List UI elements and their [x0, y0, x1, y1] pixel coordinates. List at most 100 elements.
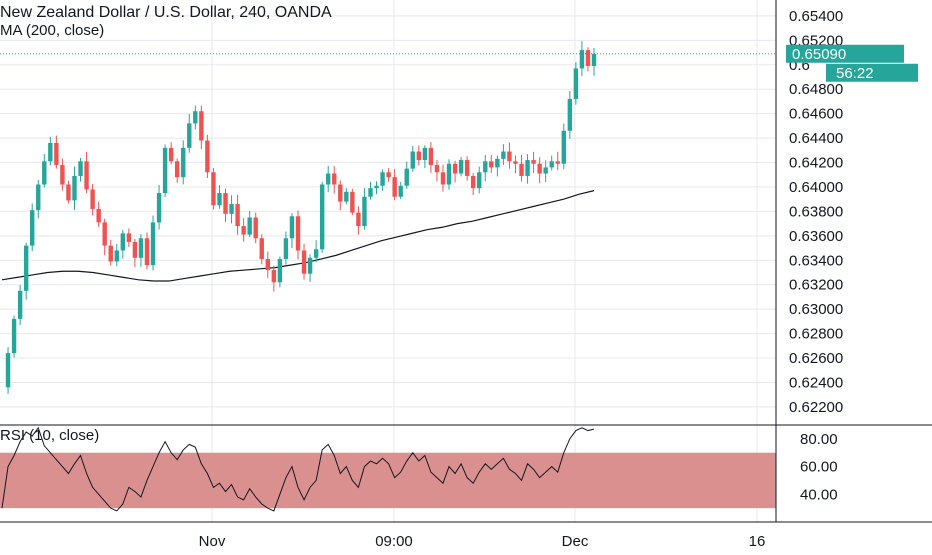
candle-body	[193, 111, 198, 124]
price-tick-label: 0.64200	[789, 155, 843, 172]
candle-body	[501, 151, 506, 159]
candle-body	[90, 189, 95, 209]
candle-body	[543, 167, 548, 174]
candle-body	[235, 204, 240, 227]
rsi-line-layer	[1, 426, 595, 512]
candle-body	[458, 160, 464, 174]
candle-body	[42, 161, 47, 185]
candle-body	[392, 177, 397, 197]
candle-body	[374, 185, 379, 189]
price-tick-label: 0.63800	[789, 203, 843, 220]
candle-body	[229, 204, 234, 214]
candle-body	[11, 318, 17, 354]
price-tick-label: 0.63200	[789, 277, 843, 294]
rsi-line	[1, 426, 595, 512]
candle-body	[338, 184, 343, 202]
candle-body	[567, 98, 573, 131]
time-tick-label: Dec	[562, 533, 589, 550]
grid-layer	[0, 0, 776, 522]
candle-body	[114, 250, 119, 262]
candle-body	[54, 142, 59, 165]
candle-body	[138, 238, 144, 258]
time-tick-label: 16	[749, 533, 766, 550]
candle-body	[489, 161, 494, 168]
candle-body	[72, 175, 77, 201]
candle-body	[434, 164, 440, 173]
candle-body	[108, 245, 113, 262]
candle-body	[440, 172, 446, 185]
candle-body	[495, 158, 500, 168]
price-tick-label: 0.64600	[789, 106, 843, 123]
candle-body	[356, 212, 361, 227]
candle-body	[126, 233, 132, 242]
candle-body	[66, 184, 71, 201]
candle-body	[217, 193, 222, 206]
candle-body	[537, 163, 542, 174]
candle-body	[591, 53, 597, 66]
candle-body	[573, 68, 579, 99]
candle-body	[5, 353, 11, 388]
countdown-badge	[826, 63, 918, 82]
candle-body	[247, 217, 252, 235]
candle-body	[174, 161, 180, 178]
price-tick-label: 0.62200	[789, 399, 843, 416]
candle-body	[253, 217, 258, 239]
candle-body	[525, 160, 530, 176]
candle-body	[386, 172, 391, 178]
candle-body	[477, 172, 482, 189]
candle-body	[452, 163, 458, 174]
countdown-label: 56:22	[836, 65, 874, 82]
candlestick-layer	[5, 41, 597, 394]
candle-body	[319, 184, 325, 250]
rsi-band	[0, 452, 776, 509]
candle-body	[368, 188, 373, 197]
candle-body	[519, 163, 524, 176]
candle-body	[120, 233, 126, 251]
candle-body	[211, 172, 216, 206]
candle-body	[344, 191, 349, 202]
candle-body	[150, 222, 156, 266]
price-tick-label: 0.62400	[789, 374, 843, 391]
candle-body	[23, 245, 29, 291]
candle-body	[199, 111, 204, 141]
candle-body	[416, 151, 422, 161]
candle-body	[513, 161, 518, 164]
candle-body	[162, 147, 168, 194]
candle-body	[271, 270, 277, 283]
candle-body	[223, 193, 228, 214]
candle-body	[326, 173, 331, 185]
candle-body	[30, 210, 35, 246]
candle-body	[301, 250, 307, 274]
badge-layer: 0.65090 56:22	[0, 44, 918, 82]
candle-body	[265, 259, 270, 271]
candle-body	[102, 222, 107, 246]
last-price-badge	[786, 44, 904, 63]
candle-body	[78, 161, 83, 176]
moving-average-layer	[1, 190, 595, 282]
price-tick-label: 0.63600	[789, 228, 843, 245]
rsi-tick-label: 60.00	[800, 459, 838, 476]
candle-body	[507, 151, 512, 162]
candle-body	[313, 249, 319, 258]
candle-body	[579, 50, 585, 69]
price-tick-label: 0.64000	[789, 179, 843, 196]
candle-body	[380, 172, 385, 186]
candle-body	[277, 259, 283, 283]
price-tick-label: 0.62800	[789, 326, 843, 343]
candle-body	[283, 238, 289, 260]
candle-body	[362, 196, 367, 227]
candle-body	[84, 161, 89, 190]
candle-body	[307, 257, 313, 274]
candle-body	[585, 50, 591, 66]
moving-average-line	[1, 190, 595, 282]
candle-body	[483, 161, 488, 173]
rsi-indicator-label[interactable]: RSI (10, close)	[0, 427, 100, 444]
candle-body	[555, 161, 560, 164]
candle-body	[289, 216, 295, 239]
price-tick-label: 0.63000	[789, 301, 843, 318]
candle-body	[205, 140, 210, 173]
candle-body	[36, 184, 41, 211]
